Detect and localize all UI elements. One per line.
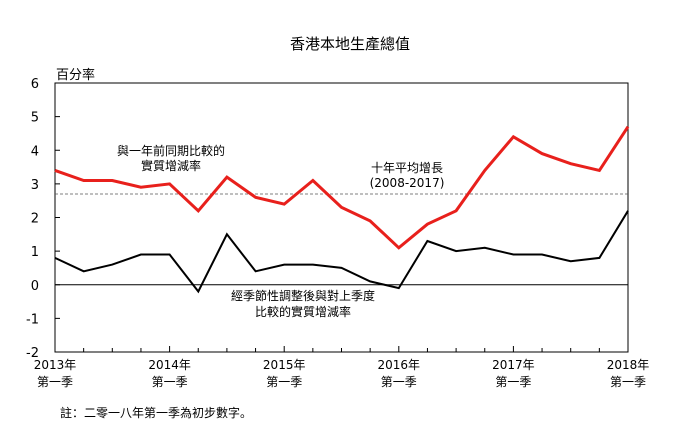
x-tick-label-year: 2013年 <box>34 358 77 372</box>
yoy-series-label-line1: 與一年前同期比較的 <box>117 143 225 158</box>
y-axis-label: 百分率 <box>56 67 95 83</box>
average-label-line1: 十年平均增長 <box>371 161 443 175</box>
y-tick-label: -1 <box>26 312 39 327</box>
yoy-series-label-line2: 實質增減率 <box>141 158 201 173</box>
series-line-yoy <box>54 125 630 250</box>
x-tick-label-year: 2018年 <box>607 358 650 372</box>
y-tick-label: 5 <box>31 111 39 126</box>
x-tick-label-quarter: 第一季 <box>610 375 646 389</box>
x-tick-label-quarter: 第一季 <box>152 375 188 389</box>
x-tick-label-year: 2016年 <box>378 358 421 372</box>
x-tick-label-quarter: 第一季 <box>495 375 531 389</box>
y-tick-label: 3 <box>31 178 39 193</box>
chart-title: 香港本地生產總值 <box>290 35 410 53</box>
qoq-series-label-line2: 比較的實質增減率 <box>255 304 351 319</box>
x-tick-label-year: 2015年 <box>263 358 306 372</box>
series-line-qoq <box>54 210 629 294</box>
x-tick-label-quarter: 第一季 <box>37 375 73 389</box>
y-tick-label: 4 <box>31 144 39 159</box>
y-tick-label: 6 <box>31 77 39 92</box>
x-tick-label-year: 2017年 <box>492 358 535 372</box>
x-tick-label-quarter: 第一季 <box>266 375 302 389</box>
y-tick-label: -2 <box>26 346 39 361</box>
y-tick-label: 0 <box>31 279 39 294</box>
y-tick-label: 2 <box>31 212 39 227</box>
average-label-line2: (2008-2017) <box>370 176 445 190</box>
qoq-series-label-line1: 經季節性調整後與對上季度 <box>231 288 375 303</box>
x-tick-label-quarter: 第一季 <box>381 375 417 389</box>
footnote: 註：二零一八年第一季為初步數字。 <box>60 405 252 420</box>
y-tick-label: 1 <box>31 245 39 260</box>
x-tick-label-year: 2014年 <box>148 358 191 372</box>
